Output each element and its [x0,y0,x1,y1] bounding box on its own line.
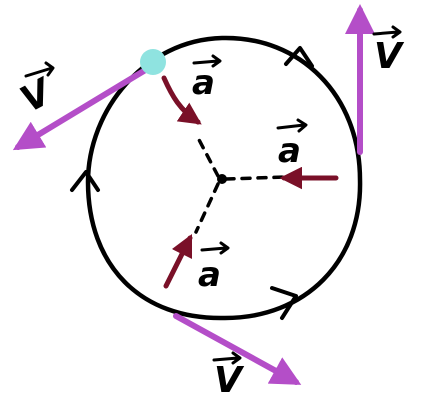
velocity-vector-bottom [173,313,302,385]
acceleration-vector-bottom [163,233,193,289]
label-v-top-left-text: V [14,70,61,121]
label-a-bottom-text: a [198,255,221,295]
radius-line-top [194,132,220,178]
label-a-top: a [192,54,222,103]
velocity-vector-top-left [12,63,155,151]
moving-object [140,49,166,75]
acceleration-vector-top [161,75,202,125]
label-a-bottom: a [198,241,230,295]
label-a-top-text: a [192,63,215,103]
radius-line-right [224,175,288,181]
vector-arrow-icon [372,25,402,39]
vector-arrow-icon [276,118,308,133]
label-v-bottom: V [212,351,245,400]
vector-arrow-icon [24,61,55,78]
vector-arrow-icon [200,241,230,255]
label-a-right: a [276,118,308,171]
radius-line-bottom [194,182,220,234]
circular-path [85,35,363,321]
label-v-bottom-text: V [214,360,245,400]
label-v-right: V [372,25,405,77]
label-v-top-left: V [14,61,61,121]
label-a-right-text: a [278,131,301,171]
direction-chevron-bottom-icon [270,286,298,320]
vector-arrow-icon [192,54,222,68]
direction-chevron-top-icon [284,46,314,68]
label-v-right-text: V [374,36,405,77]
direction-chevron-left-icon [70,170,100,192]
vector-arrow-icon [212,351,242,365]
